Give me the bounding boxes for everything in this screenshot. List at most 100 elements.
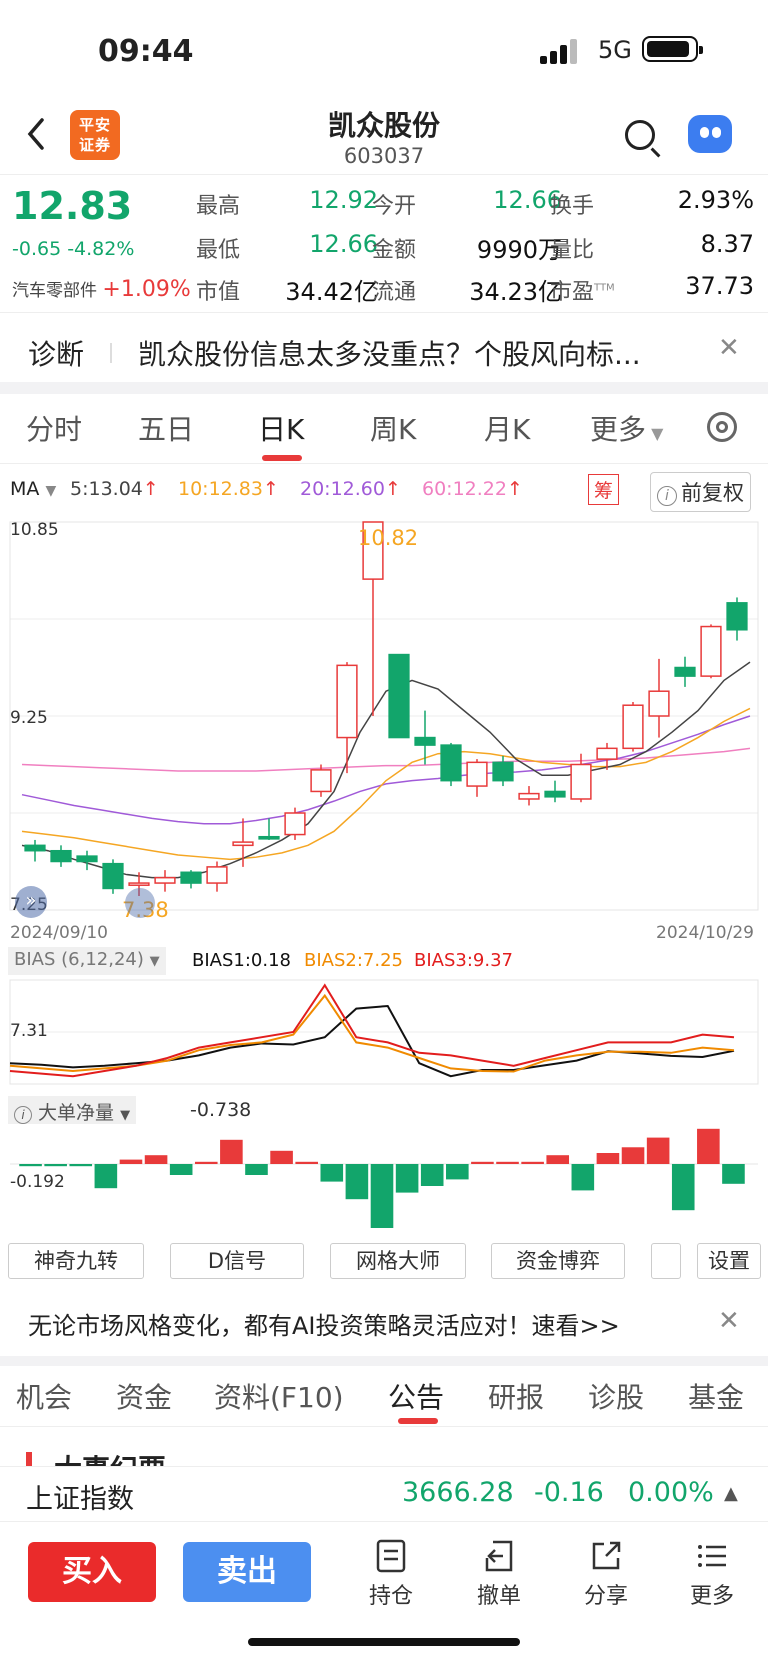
candle (726, 597, 748, 641)
diagnosis-bar[interactable]: 诊断 凯众股份信息太多没重点？个股风向标... ✕ (0, 312, 768, 382)
index-ticker[interactable]: 上证指数 3666.28 -0.16 0.00% ▲ (0, 1466, 768, 1522)
candle-body (24, 844, 46, 852)
candle (102, 859, 124, 894)
caret-down-icon: ▼ (646, 424, 664, 443)
tab-research[interactable]: 研报 (488, 1381, 545, 1414)
candle-body (414, 736, 436, 746)
net-bar (94, 1164, 118, 1189)
net-bar (69, 1164, 93, 1167)
ma60-value: 60:12.22↑ (422, 478, 523, 500)
candle (492, 755, 514, 787)
candle (570, 753, 592, 803)
search-icon[interactable] (625, 120, 655, 150)
tool-d-signal[interactable]: D信号 (170, 1243, 304, 1279)
buy-button[interactable]: 买入 (28, 1542, 156, 1602)
min-price-annotation: 7.38 (122, 898, 169, 922)
net-bar (19, 1164, 42, 1167)
back-icon[interactable] (22, 112, 50, 156)
tool-fund-game[interactable]: 资金博弈 (491, 1243, 625, 1279)
stat-label: 今开 (372, 194, 417, 219)
caret-up-icon[interactable]: ▲ (724, 1483, 738, 1504)
x-label-start: 2024/09/10 (10, 923, 108, 943)
candle-body (596, 747, 618, 760)
bigorder-selector[interactable]: i 大单净量 ▼ (8, 1096, 137, 1124)
position-button[interactable]: 持仓 (351, 1538, 431, 1610)
tool-grid-master[interactable]: 网格大师 (330, 1243, 466, 1279)
stock-code: 603037 (343, 144, 425, 168)
tab-announcement[interactable]: 公告 (388, 1381, 445, 1414)
diagnosis-label: 诊断 (28, 338, 85, 371)
sell-button[interactable]: 卖出 (183, 1542, 311, 1602)
index-value: 3666.28 (402, 1477, 514, 1508)
promo-banner[interactable]: 无论市场风格变化，都有AI投资策略灵活应对！速看>> ✕ (0, 1288, 768, 1356)
net-bar (646, 1137, 670, 1164)
ma20-value: 20:12.60↑ (300, 478, 401, 500)
stat-label: 市值 (196, 280, 241, 305)
net-bar (571, 1164, 595, 1191)
stat-value: 9990万 (476, 236, 562, 264)
candle (648, 658, 670, 738)
tab-funds[interactable]: 资金 (116, 1381, 173, 1414)
robot-icon[interactable] (688, 115, 732, 153)
tab-opportunity[interactable]: 机会 (16, 1381, 73, 1414)
tool-settings[interactable]: 设置 (697, 1243, 761, 1279)
stat-label: 流通 (372, 280, 417, 305)
candle (388, 653, 410, 739)
candle-body (258, 835, 280, 840)
gear-icon[interactable] (707, 412, 737, 442)
candle (440, 742, 462, 787)
tool-partial[interactable] (651, 1243, 681, 1279)
ma10-line (21, 707, 751, 861)
bigorder-chart[interactable] (0, 1128, 768, 1228)
current-price: 12.83 (12, 184, 133, 228)
candle-body (310, 769, 332, 793)
tab-fund[interactable]: 基金 (688, 1381, 745, 1414)
info-icon: i (14, 1106, 32, 1124)
adjust-button[interactable]: i 前复权 (650, 472, 751, 512)
tab-more[interactable]: 更多 ▼ (590, 413, 664, 446)
expand-icon[interactable]: » (15, 886, 47, 918)
candle-body (76, 855, 98, 863)
net-bar (119, 1159, 143, 1164)
candle-body (362, 521, 384, 580)
promo-text: 无论市场风格变化，都有AI投资策略灵活应对！速看>> (28, 1312, 620, 1340)
tab-weekly-k[interactable]: 周K (370, 413, 417, 446)
net-bar (295, 1161, 318, 1164)
tab-daily-k[interactable]: 日K (258, 413, 305, 446)
candle-body (492, 761, 514, 782)
tab-five-day[interactable]: 五日 (138, 413, 195, 446)
net-bar (596, 1153, 620, 1164)
max-price-annotation: 10.82 (358, 526, 419, 550)
candle (154, 870, 176, 892)
cancel-order-button[interactable]: 撤单 (459, 1538, 539, 1610)
net-bar (496, 1161, 519, 1164)
share-button[interactable]: 分享 (566, 1538, 646, 1610)
bias-selector[interactable]: BIAS (6,12,24) ▼ (8, 947, 166, 975)
bias-chart[interactable] (0, 978, 768, 1088)
tab-intraday[interactable]: 分时 (26, 413, 83, 446)
tool-nine-turn[interactable]: 神奇九转 (8, 1243, 144, 1279)
price-change: -0.65 -4.82% (12, 238, 135, 260)
sector-info[interactable]: 汽车零部件 +1.09% (12, 277, 191, 302)
candle (128, 872, 150, 896)
tab-monthly-k[interactable]: 月K (484, 413, 531, 446)
candle-body (726, 602, 748, 631)
divider (110, 343, 112, 363)
bias1-value: BIAS1:0.18 (192, 950, 291, 971)
candle (622, 701, 644, 752)
close-icon[interactable]: ✕ (718, 333, 740, 363)
kline-chart[interactable] (0, 512, 768, 922)
ma-label[interactable]: MA ▼ (10, 478, 57, 500)
tab-diagnose[interactable]: 诊股 (588, 1381, 645, 1414)
net-bar (169, 1164, 193, 1175)
tab-f10[interactable]: 资料(F10) (214, 1381, 344, 1414)
chip-button[interactable]: 筹 (588, 474, 620, 505)
net-bar (471, 1161, 494, 1164)
stat-value: 34.42亿 (285, 278, 378, 306)
stat-value: 34.23亿 (469, 278, 562, 306)
close-icon[interactable]: ✕ (718, 1306, 740, 1336)
event-marker-icon[interactable] (125, 888, 155, 918)
candle-body (518, 792, 540, 800)
active-tab-indicator (398, 1418, 438, 1424)
more-button[interactable]: 更多 (672, 1538, 752, 1610)
